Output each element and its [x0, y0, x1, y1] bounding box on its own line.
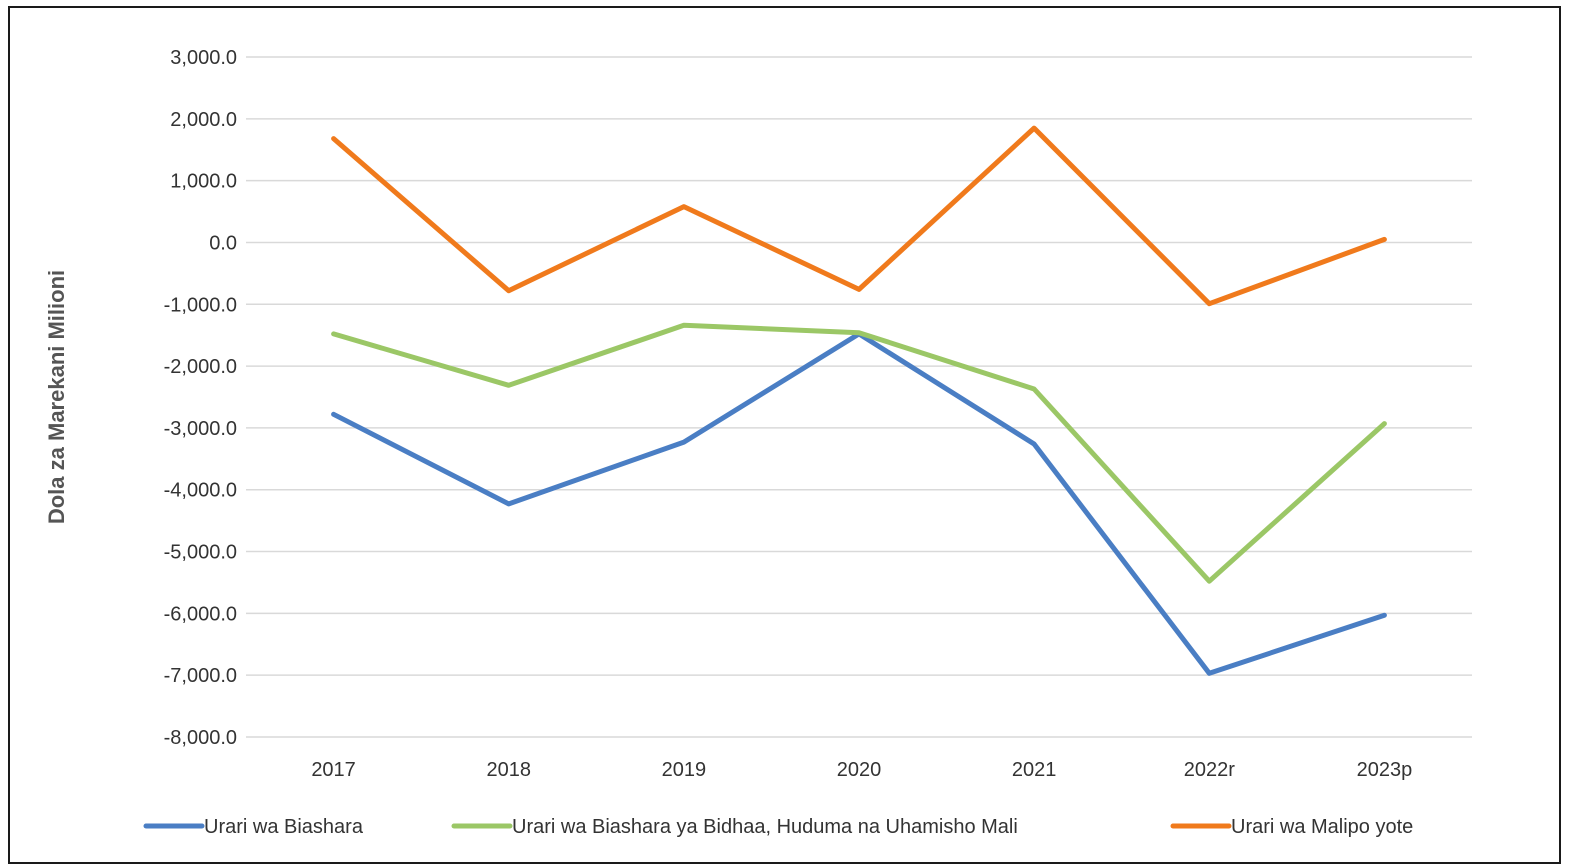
legend-label: Urari wa Biashara: [204, 816, 364, 838]
y-tick-label: -8,000.0: [164, 727, 237, 749]
y-tick-label: -6,000.0: [164, 603, 237, 625]
y-tick-label: -1,000.0: [164, 294, 237, 316]
y-tick-label: -5,000.0: [164, 542, 237, 564]
y-tick-label: -7,000.0: [164, 665, 237, 687]
x-tick-label: 2017: [311, 759, 356, 781]
y-tick-label: -4,000.0: [164, 480, 237, 502]
y-axis-label: Dola za Marekani Milioni: [44, 270, 69, 524]
x-axis-tick-labels: 2017 2018 2019 2020 2021 2022r 2023p: [311, 759, 1412, 781]
x-tick-label: 2018: [486, 759, 531, 781]
chart-frame: 3,000.0 2,000.0 1,000.0 0.0 -1,000.0 -2,000.0…: [8, 6, 1561, 864]
legend-item: Urari wa Biashara: [143, 816, 364, 838]
y-tick-label: 0.0: [209, 232, 237, 254]
series-line: [331, 322, 1387, 584]
y-tick-label: -2,000.0: [164, 356, 237, 378]
legend-item: Urari wa Biashara ya Bidhaa, Huduma na U…: [451, 816, 1018, 838]
legend: Urari wa Biashara Urari wa Biashara ya Bi…: [143, 816, 1413, 838]
y-tick-label: 2,000.0: [170, 109, 237, 131]
series-line: [331, 331, 1387, 676]
series-line: [331, 125, 1387, 307]
x-tick-label: 2019: [662, 759, 707, 781]
x-tick-label: 2021: [1012, 759, 1057, 781]
y-axis-tick-labels: 3,000.0 2,000.0 1,000.0 0.0 -1,000.0 -2,000.0…: [164, 47, 237, 749]
y-tick-label: -3,000.0: [164, 418, 237, 440]
legend-item: Urari wa Malipo yote: [1170, 816, 1413, 838]
y-tick-label: 1,000.0: [170, 171, 237, 193]
y-tick-label: 3,000.0: [170, 47, 237, 69]
grid-lines: [246, 56, 1472, 738]
line-chart: 3,000.0 2,000.0 1,000.0 0.0 -1,000.0 -2,000.0…: [44, 47, 1472, 838]
x-tick-label: 2020: [837, 759, 882, 781]
series-lines: [331, 125, 1387, 676]
x-tick-label: 2023p: [1357, 759, 1413, 781]
legend-label: Urari wa Biashara ya Bidhaa, Huduma na U…: [512, 816, 1018, 838]
legend-label: Urari wa Malipo yote: [1231, 816, 1413, 838]
x-tick-label: 2022r: [1184, 759, 1235, 781]
